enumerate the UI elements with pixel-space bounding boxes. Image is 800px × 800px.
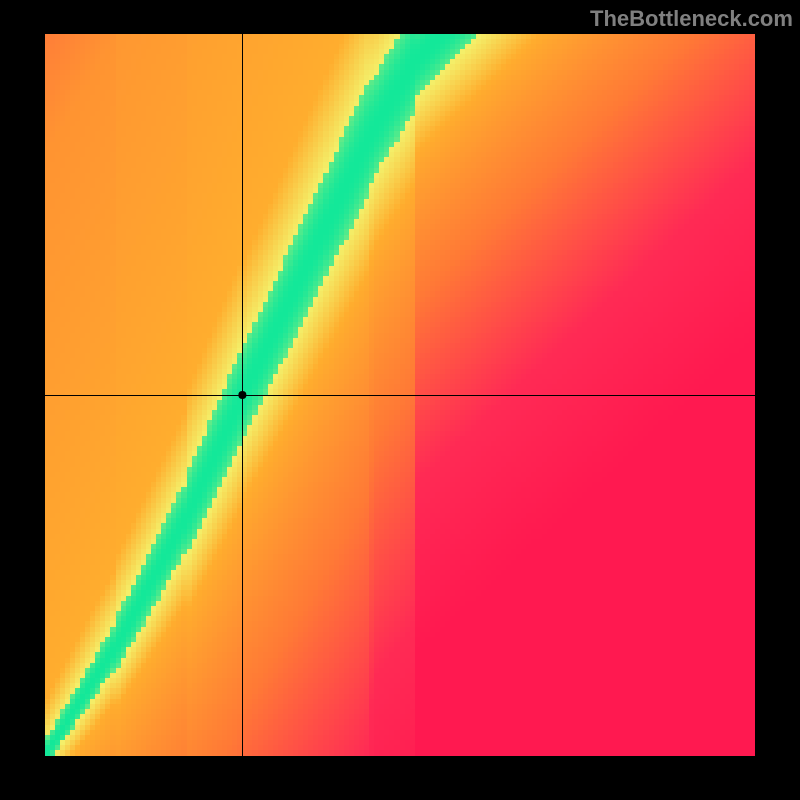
bottleneck-heatmap-canvas — [45, 34, 755, 756]
attribution-text: TheBottleneck.com — [590, 6, 793, 32]
